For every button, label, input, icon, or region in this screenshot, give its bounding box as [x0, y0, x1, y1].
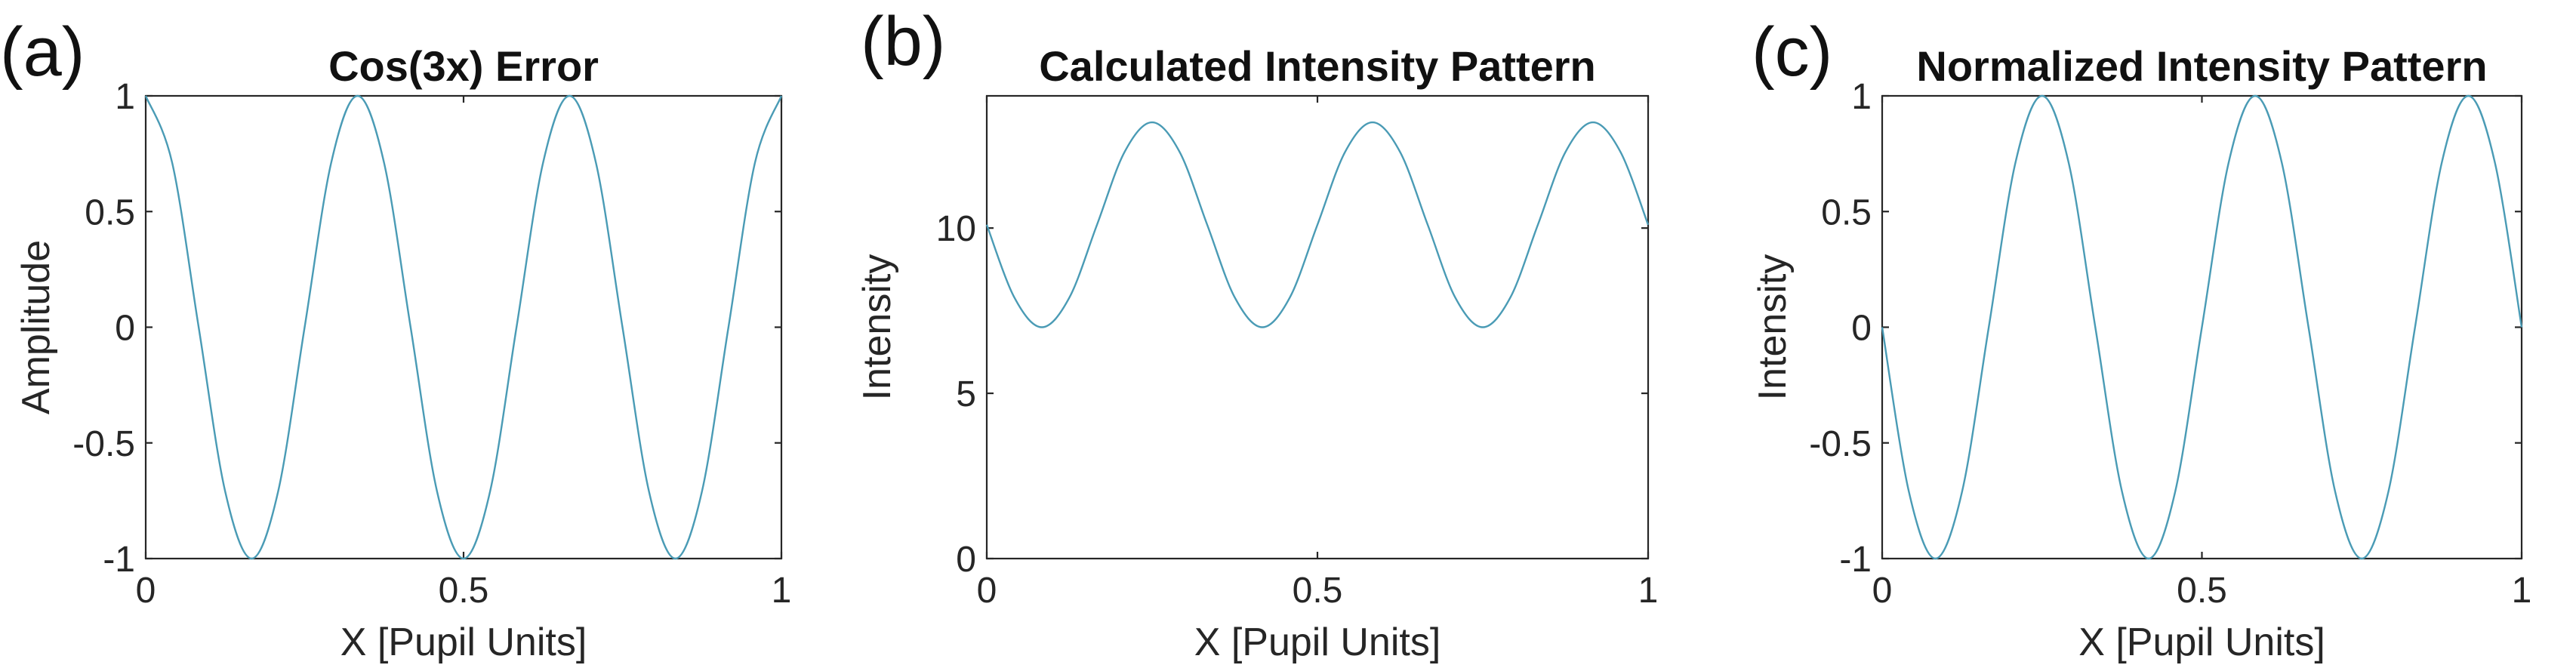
chart-title: Cos(3x) Error: [328, 42, 599, 90]
y-tick-label: -0.5: [72, 424, 135, 464]
x-tick-label: 0: [1872, 571, 1893, 611]
chart-panel-a: (a) Cos(3x) Error 0 0.5 1 -1 -0.5 0 0.5 1 X [Pupil…: [0, 14, 791, 664]
panel-letter: (b): [861, 3, 945, 80]
x-tick-label: 1: [1638, 571, 1659, 611]
x-axis-label: X [Pupil Units]: [1194, 620, 1441, 664]
y-tick-label: -1: [103, 540, 135, 580]
panel-letter: (c): [1752, 14, 1832, 91]
axes-box: [985, 94, 1650, 560]
x-tick-label: 0.5: [1293, 571, 1343, 611]
y-tick-label: -0.5: [1809, 424, 1872, 464]
y-axis-label: Intensity: [855, 254, 899, 401]
y-axis-label: Intensity: [1751, 254, 1795, 401]
series-line: [144, 94, 783, 560]
chart-title: Calculated Intensity Pattern: [1039, 42, 1596, 90]
y-tick-label: -1: [1839, 540, 1872, 580]
y-tick-label: 0: [1851, 309, 1872, 349]
x-tick-label: 0.5: [2177, 571, 2227, 611]
panel-letter: (a): [0, 14, 85, 91]
x-tick-label: 0.5: [439, 571, 489, 611]
series-line: [985, 121, 1650, 328]
y-tick-label: 0: [115, 309, 135, 349]
axes-box: [144, 94, 783, 560]
x-axis-label: X [Pupil Units]: [340, 620, 587, 664]
chart-panel-c: (c) Normalized Intensity Pattern 0 0.5 1 -1 -0…: [1751, 14, 2531, 664]
y-tick-label: 10: [936, 209, 976, 249]
y-tick-label: 1: [115, 77, 135, 117]
x-axis-label: X [Pupil Units]: [2078, 620, 2325, 664]
x-tick-label: 1: [2512, 571, 2532, 611]
y-tick-label: 5: [956, 374, 976, 414]
y-tick-label: 1: [1851, 77, 1872, 117]
x-tick-label: 0: [977, 571, 997, 611]
x-tick-label: 0: [136, 571, 156, 611]
chart-title: Normalized Intensity Pattern: [1916, 42, 2487, 90]
y-tick-label: 0.5: [1821, 192, 1872, 232]
y-tick-label: 0.5: [85, 192, 135, 232]
y-tick-label: 0: [956, 540, 976, 580]
x-tick-label: 1: [772, 571, 792, 611]
series-line: [1881, 94, 2523, 560]
y-axis-label: Amplitude: [14, 240, 58, 414]
